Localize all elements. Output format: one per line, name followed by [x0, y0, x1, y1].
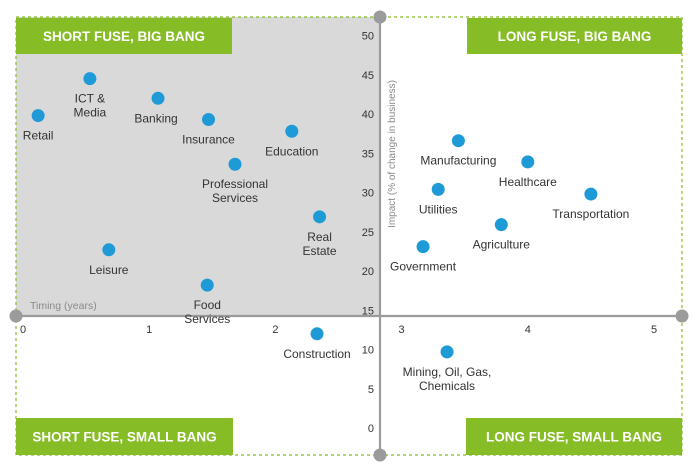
- data-point: [202, 112, 216, 126]
- x-tick-label: 2: [272, 324, 278, 336]
- y-tick-label: 0: [368, 423, 374, 435]
- data-point: [416, 240, 430, 254]
- quadrant-label-top-right: LONG FUSE, BIG BANG: [467, 18, 682, 54]
- point-label: Insurance: [182, 132, 235, 146]
- point-label: Food Services: [184, 298, 230, 326]
- y-axis-title: Impact (% of change in business): [387, 80, 398, 228]
- data-point: [285, 124, 299, 138]
- x-tick-label: 3: [399, 324, 405, 336]
- point-label: Healthcare: [499, 175, 557, 189]
- y-tick-label: 15: [362, 305, 374, 317]
- quadrant-label-box: [16, 418, 233, 455]
- point-label: Banking: [134, 111, 177, 125]
- x-tick-label: 1: [146, 324, 152, 336]
- point-label: Utilities: [419, 202, 458, 216]
- data-point: [521, 155, 535, 169]
- quadrant-label-text: LONG FUSE, BIG BANG: [498, 29, 652, 44]
- data-point: [451, 134, 465, 148]
- y-tick-label: 50: [362, 31, 374, 43]
- data-point: [31, 109, 45, 123]
- data-point: [228, 157, 242, 171]
- data-point: [310, 327, 324, 341]
- quadrant-label-box: [16, 18, 232, 54]
- point-label: Construction: [283, 347, 350, 361]
- point-label: Professional Services: [202, 177, 268, 205]
- point-label: Education: [265, 144, 318, 158]
- data-point: [200, 278, 214, 292]
- quadrant-label-text: SHORT FUSE, BIG BANG: [43, 29, 205, 44]
- y-axis-top-cap: [373, 10, 387, 24]
- quadrant-label-text: SHORT FUSE, SMALL BANG: [32, 430, 216, 445]
- quadrant-label-box: [467, 18, 682, 54]
- y-tick-label: 5: [368, 384, 374, 396]
- y-tick-label: 20: [362, 266, 374, 278]
- data-point: [431, 182, 445, 196]
- data-point: [494, 218, 508, 232]
- data-point: [83, 72, 97, 86]
- quadrant-label-bottom-right: LONG FUSE, SMALL BANG: [466, 418, 682, 455]
- data-point: [440, 345, 454, 359]
- x-tick-label: 4: [525, 324, 531, 336]
- quadrant-label-text: LONG FUSE, SMALL BANG: [486, 430, 662, 445]
- quadrant-label-box: [466, 418, 682, 455]
- point-label: Agriculture: [473, 238, 531, 252]
- quadrant-label-bottom-left: SHORT FUSE, SMALL BANG: [16, 418, 233, 455]
- x-axis-title: Timing (years): [30, 300, 97, 312]
- x-axis-left-cap: [9, 309, 23, 323]
- data-point: [102, 243, 116, 257]
- x-tick-label: 5: [651, 324, 657, 336]
- x-tick-label: 0: [20, 324, 26, 336]
- y-tick-label: 45: [362, 70, 374, 82]
- point-label: Manufacturing: [420, 154, 496, 168]
- data-point: [313, 210, 327, 224]
- point-label: Transportation: [552, 207, 629, 221]
- short-fuse-big-bang-shade: [16, 17, 380, 316]
- point-label: Mining, Oil, Gas, Chemicals: [403, 365, 492, 393]
- point-label: Leisure: [89, 263, 129, 277]
- chart-frame: [15, 16, 683, 456]
- data-point: [584, 187, 598, 201]
- quadrant-label-top-left: SHORT FUSE, BIG BANG: [16, 18, 232, 54]
- y-tick-label: 30: [362, 188, 374, 200]
- point-label: ICT & Media: [74, 92, 107, 120]
- point-label: Government: [390, 260, 457, 274]
- point-label: Real Estate: [303, 230, 337, 258]
- x-axis-right-cap: [675, 309, 689, 323]
- y-tick-label: 35: [362, 148, 374, 160]
- data-point: [151, 91, 165, 105]
- y-axis-bottom-cap: [373, 448, 387, 462]
- point-label: Retail: [23, 129, 54, 143]
- y-tick-label: 25: [362, 227, 374, 239]
- y-tick-label: 10: [362, 345, 374, 357]
- y-tick-label: 40: [362, 109, 374, 121]
